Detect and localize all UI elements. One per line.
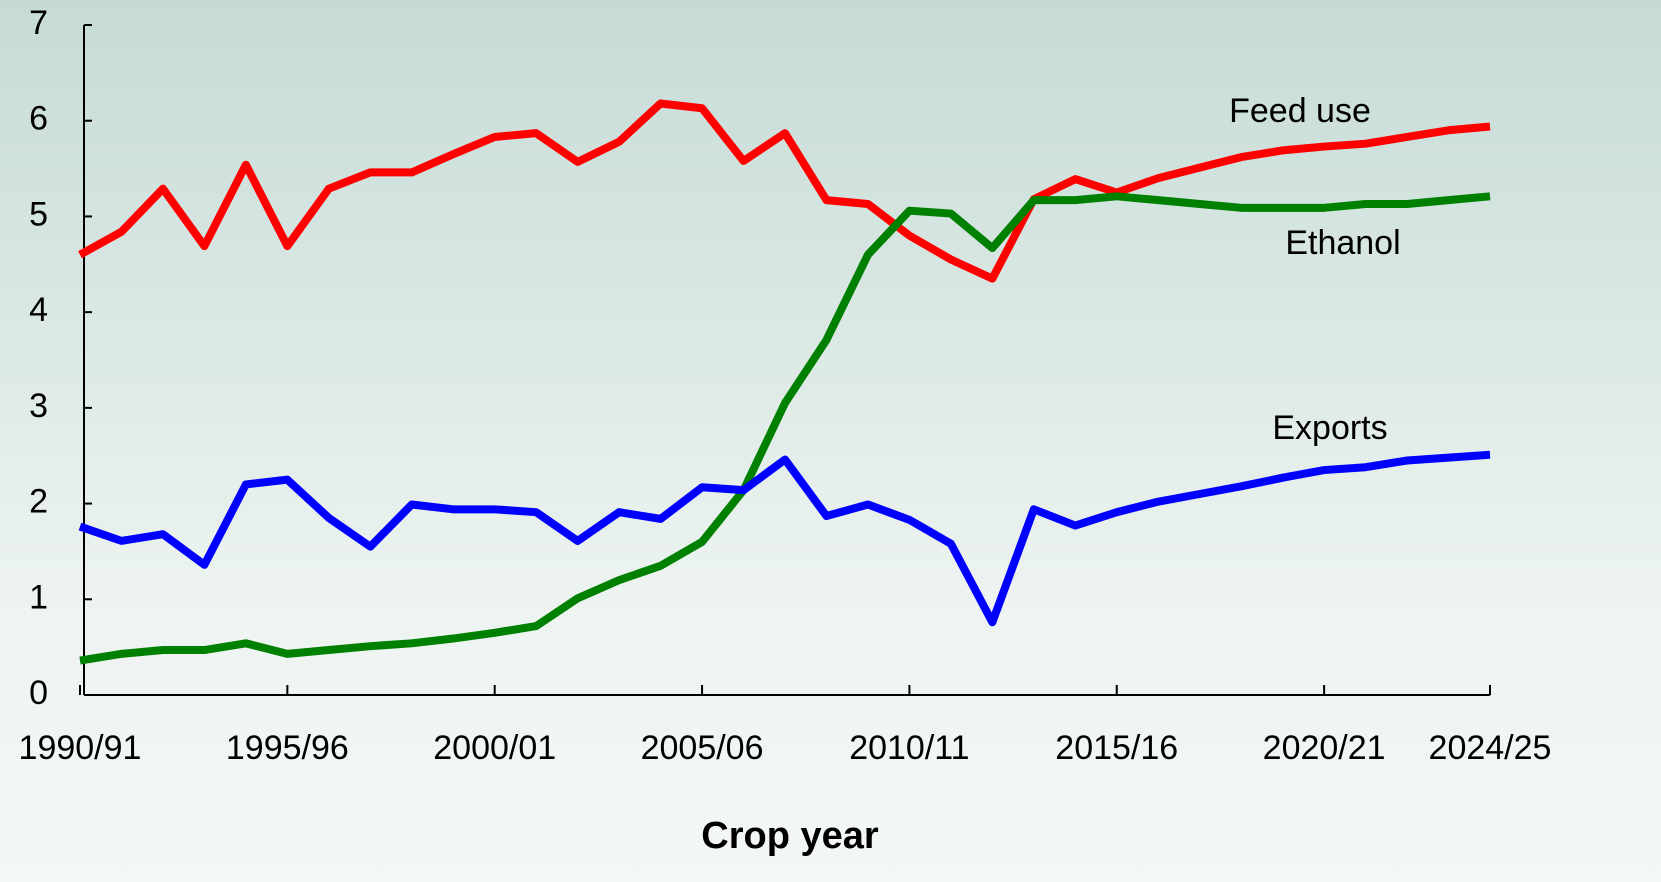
x-tick-label: 2024/25: [1429, 729, 1552, 767]
x-tick-label: 2020/21: [1263, 729, 1386, 767]
series-line: [78, 450, 1491, 627]
series-line: [78, 99, 1491, 283]
x-tick-label: 2010/11: [849, 729, 969, 767]
x-axis-title: Crop year: [701, 815, 879, 857]
y-tick-label: 0: [29, 674, 48, 712]
x-tick-label: 1990/91: [19, 729, 142, 767]
y-tick-label: 3: [29, 387, 48, 425]
y-tick-label: 7: [29, 4, 48, 42]
series-label: Feed use: [1229, 92, 1371, 130]
x-tick-label: 2000/01: [433, 729, 556, 767]
y-tick-label: 5: [29, 195, 48, 233]
x-tick-label: 1995/96: [226, 729, 349, 767]
x-tick-label: 2015/16: [1055, 729, 1178, 767]
y-tick-label: 1: [29, 578, 48, 616]
y-tick-label: 6: [29, 100, 48, 138]
y-tick-label: 4: [29, 291, 48, 329]
series-line: [79, 192, 1491, 665]
series-label: Exports: [1272, 409, 1387, 447]
y-tick-label: 2: [29, 483, 48, 521]
series-label: Ethanol: [1285, 224, 1400, 262]
x-tick-label: 2005/06: [641, 729, 764, 767]
